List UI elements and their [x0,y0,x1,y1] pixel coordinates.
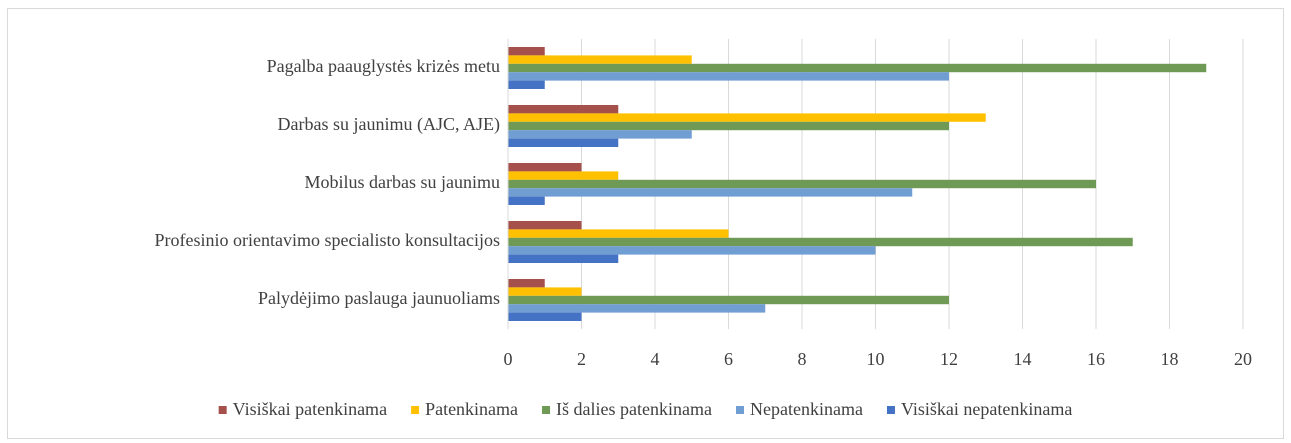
bar [508,63,1207,73]
y-tick-label: Mobilus darbas su jaunimu [305,172,501,192]
bar [508,279,545,288]
bar [508,254,619,263]
bar [508,130,692,139]
bar [508,105,619,114]
x-tick-label: 10 [867,349,885,369]
legend-label: Nepatenkinama [750,399,863,419]
legend-swatch [736,406,744,414]
bar [508,113,986,122]
bar [508,47,545,56]
x-tick-label: 0 [504,349,513,369]
bar [508,179,1096,189]
x-tick-label: 14 [1014,349,1032,369]
bar [508,295,949,305]
x-tick-label: 6 [724,349,733,369]
x-tick-label: 18 [1161,349,1179,369]
bar [508,138,619,147]
legend-swatch [886,406,895,414]
x-tick-label: 8 [798,349,807,369]
x-tick-label: 16 [1087,349,1105,369]
legend-label: Iš dalies patenkinama [556,399,712,419]
legend-label: Visiškai patenkinama [233,399,387,419]
bar [508,80,545,89]
x-tick-label: 12 [940,349,958,369]
x-tick-label: 2 [577,349,586,369]
legend-label: Visiškai nepatenkinama [901,399,1072,419]
x-tick-label: 20 [1234,349,1252,369]
bar [508,55,692,64]
y-tick-label: Darbas su jaunimu (AJC, AJE) [278,114,500,135]
bar [508,171,619,180]
legend-swatch [542,406,551,414]
legend-label: Patenkinama [425,399,518,419]
bar [508,237,1133,247]
bar [508,221,582,230]
bar [508,246,876,255]
bar [508,312,582,321]
bar [508,188,913,197]
x-tick-label: 4 [651,349,660,369]
bar [508,196,545,205]
y-tick-label: Palydėjimo paslauga jaunuoliams [258,288,500,308]
bar [508,304,766,313]
bar [508,163,582,172]
bar [508,229,729,238]
bar [508,72,949,81]
y-tick-label: Pagalba paauglystės krizės metu [267,56,500,76]
legend-swatch [411,406,420,414]
bar [508,121,949,131]
y-tick-label: Profesinio orientavimo specialisto konsu… [155,230,500,250]
bar [508,287,582,296]
legend-swatch [218,406,227,414]
